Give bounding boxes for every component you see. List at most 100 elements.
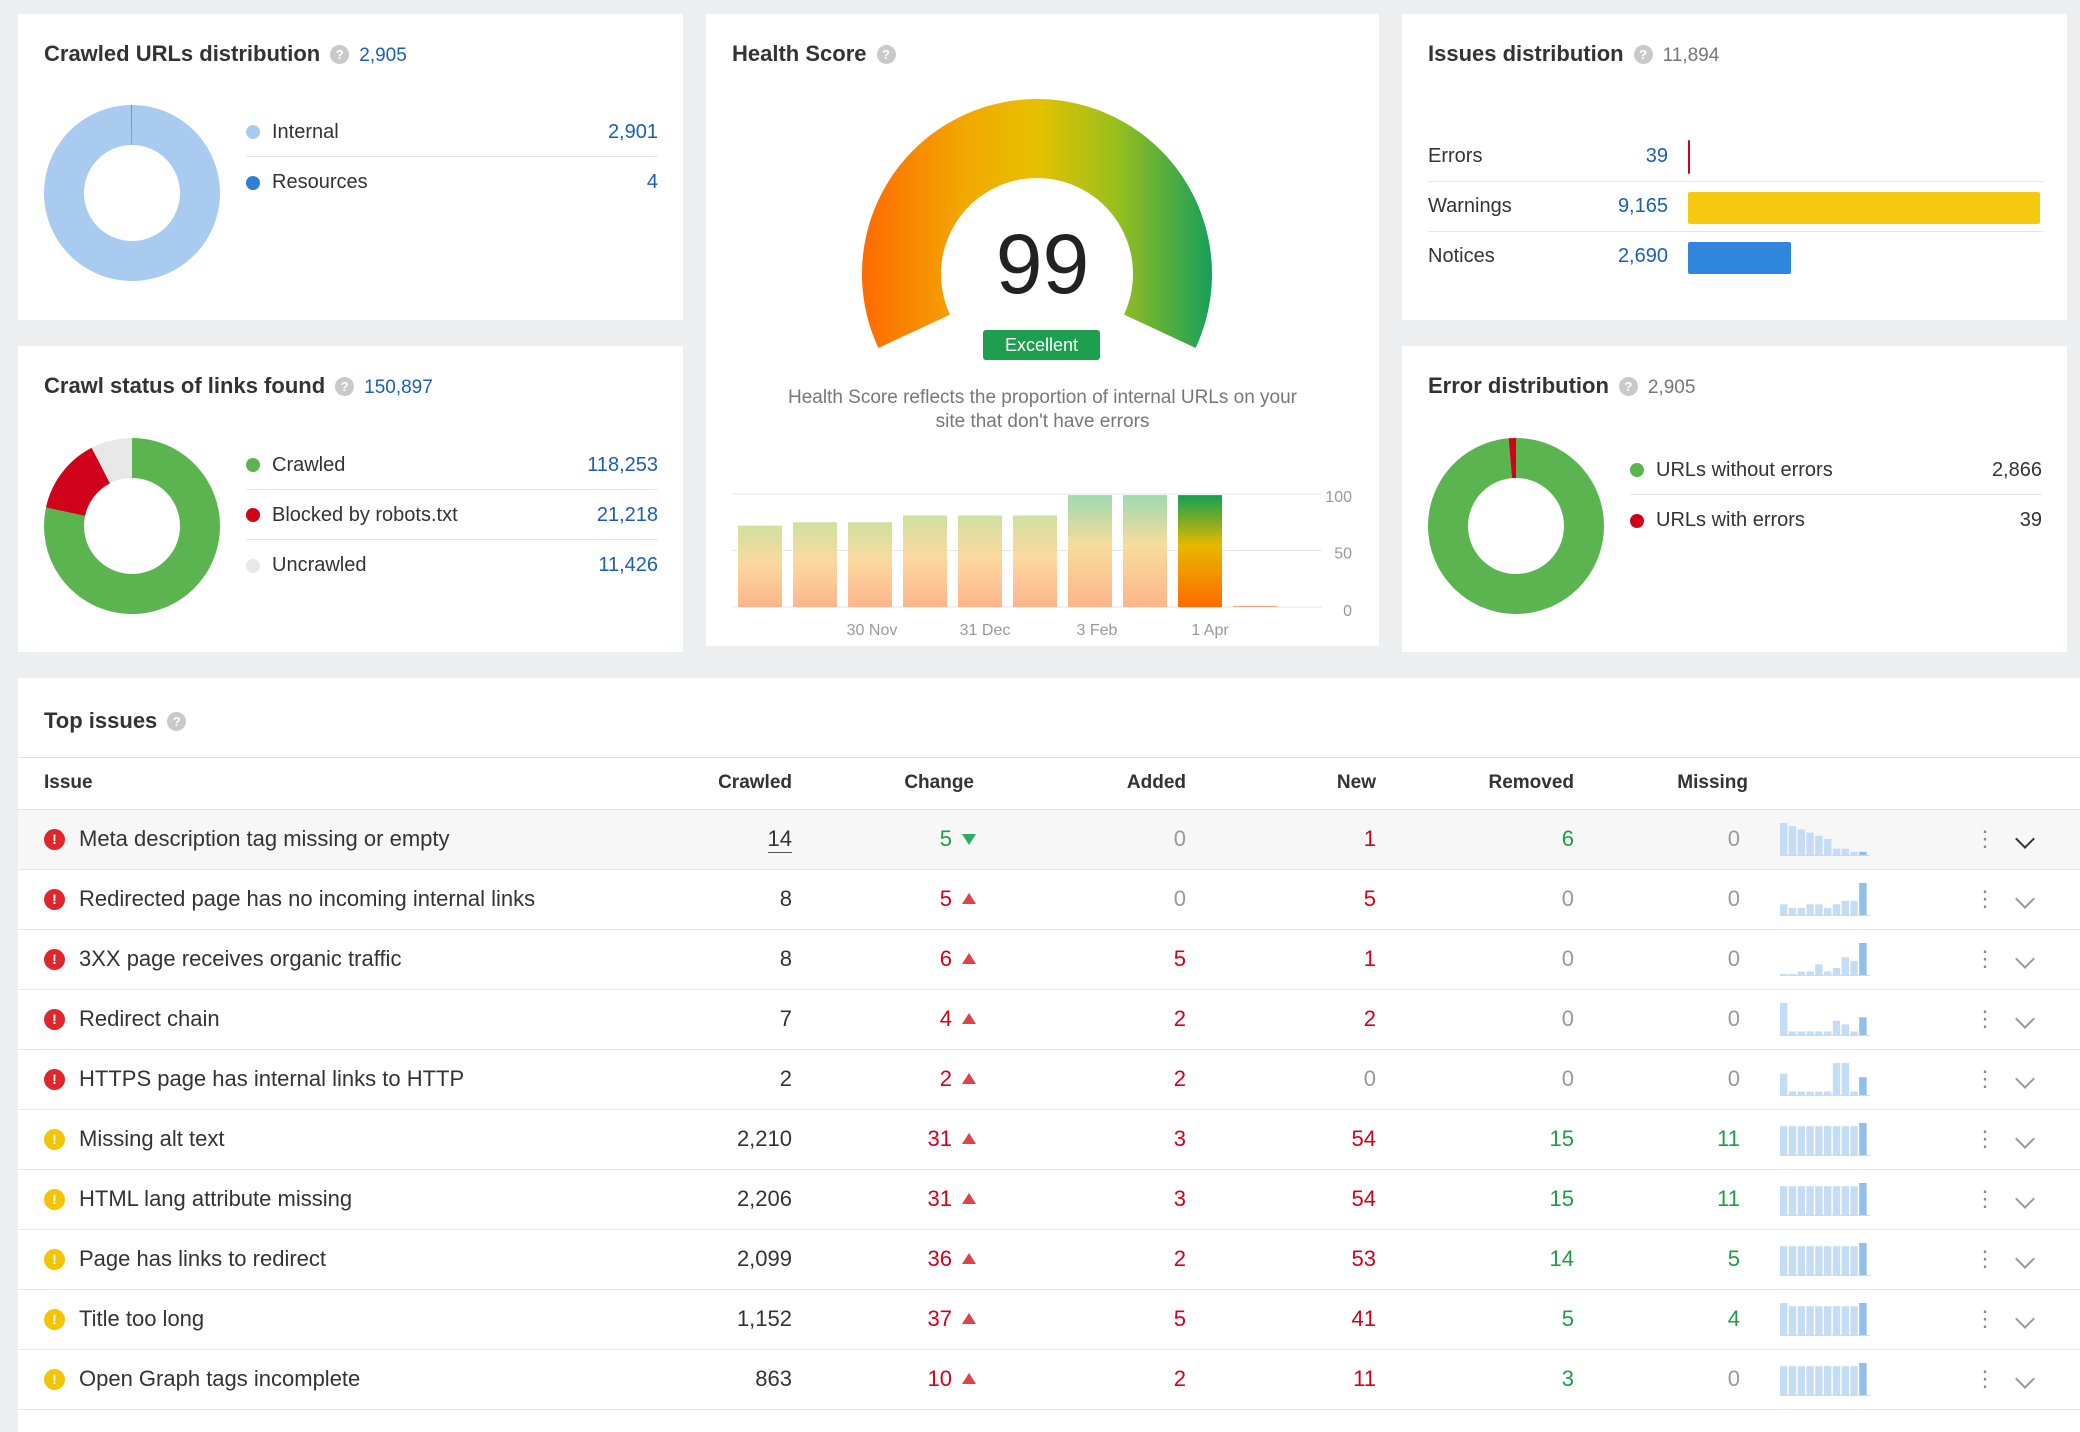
legend-row[interactable]: URLs with errors 39 bbox=[1630, 496, 2042, 545]
removed-cell[interactable]: 6 bbox=[1376, 809, 1574, 870]
new-cell[interactable]: 11 bbox=[1186, 1349, 1376, 1410]
issues-distribution-value[interactable]: 2,690 bbox=[1617, 245, 1668, 267]
removed-cell[interactable]: 0 bbox=[1376, 989, 1574, 1050]
added-cell[interactable]: 2 bbox=[988, 989, 1186, 1050]
table-row[interactable]: ! HTML lang attribute missing 2,206 31 3 54 15… bbox=[18, 1169, 2080, 1230]
new-cell[interactable]: 0 bbox=[1186, 1049, 1376, 1110]
missing-cell[interactable]: 5 bbox=[1574, 1229, 1768, 1290]
table-row[interactable]: ! HTTPS page has internal links to HTTP 2 2… bbox=[18, 1049, 2080, 1110]
missing-cell[interactable]: 0 bbox=[1574, 989, 1768, 1050]
error-dist-slice-1[interactable] bbox=[1508, 438, 1516, 479]
more-options-icon[interactable]: ⋮ bbox=[1974, 1246, 1996, 1271]
added-cell[interactable]: 5 bbox=[988, 1289, 1186, 1350]
legend-value[interactable]: 2,866 bbox=[1991, 458, 2042, 481]
removed-cell[interactable]: 5 bbox=[1376, 1289, 1574, 1350]
trend-sparkline[interactable] bbox=[1780, 1181, 1870, 1217]
col-added[interactable]: Added bbox=[988, 757, 1186, 810]
more-options-icon[interactable]: ⋮ bbox=[1974, 1126, 1996, 1151]
table-row[interactable]: ! Meta description tag missing or empty 14… bbox=[18, 809, 2080, 870]
legend-value[interactable]: 118,253 bbox=[587, 453, 658, 476]
health-history-bar[interactable] bbox=[1013, 515, 1057, 607]
more-options-icon[interactable]: ⋮ bbox=[1974, 1186, 1996, 1211]
col-change[interactable]: Change bbox=[792, 757, 988, 810]
col-crawled[interactable]: Crawled bbox=[618, 757, 792, 810]
issue-name[interactable]: Page has links to redirect bbox=[79, 1246, 327, 1271]
table-row[interactable]: ! Redirect chain 7 4 2 2 0 0 ⋮ bbox=[18, 989, 2080, 1050]
help-icon[interactable]: ? bbox=[335, 377, 355, 396]
crawled-urls-slice-0[interactable] bbox=[44, 105, 220, 281]
legend-value[interactable]: 4 bbox=[646, 171, 658, 193]
crawl-status-slice-2[interactable] bbox=[91, 438, 132, 484]
removed-cell[interactable]: 14 bbox=[1376, 1229, 1574, 1290]
issue-cell[interactable]: ! Missing alt text bbox=[18, 1109, 618, 1170]
chevron-down-icon[interactable] bbox=[2015, 1129, 2035, 1149]
chevron-down-icon[interactable] bbox=[2015, 1009, 2035, 1029]
issue-name[interactable]: Meta description tag missing or empty bbox=[79, 826, 450, 851]
help-icon[interactable]: ? bbox=[1633, 45, 1653, 64]
crawled-urls-total[interactable]: 2,905 bbox=[359, 45, 407, 66]
new-cell[interactable]: 54 bbox=[1186, 1169, 1376, 1230]
health-history-chart[interactable]: 100 50 0 30 Nov 31 Dec 3 Feb 1 Apr bbox=[732, 474, 1362, 644]
missing-cell[interactable]: 4 bbox=[1574, 1289, 1768, 1350]
more-options-icon[interactable]: ⋮ bbox=[1974, 1066, 1996, 1091]
health-history-bar[interactable] bbox=[903, 515, 947, 607]
change-value[interactable]: 5 bbox=[939, 826, 952, 851]
crawled-count[interactable]: 2,099 bbox=[736, 1246, 792, 1271]
missing-cell[interactable]: 0 bbox=[1574, 1349, 1768, 1410]
missing-cell[interactable]: 0 bbox=[1574, 929, 1768, 990]
legend-value[interactable]: 11,426 bbox=[598, 554, 658, 576]
missing-cell[interactable]: 0 bbox=[1574, 809, 1768, 870]
issue-cell[interactable]: ! Redirected page has no incoming interna… bbox=[18, 869, 618, 930]
health-history-bar[interactable] bbox=[848, 522, 892, 607]
help-icon[interactable]: ? bbox=[330, 45, 350, 64]
missing-cell[interactable]: 11 bbox=[1574, 1109, 1768, 1170]
issue-name[interactable]: HTTPS page has internal links to HTTP bbox=[79, 1066, 465, 1091]
issues-distribution-row[interactable]: Warnings 9,165 bbox=[1428, 182, 2043, 232]
col-missing[interactable]: Missing bbox=[1574, 757, 1768, 810]
trend-sparkline[interactable] bbox=[1780, 941, 1870, 977]
table-row[interactable]: ! Missing alt text 2,210 31 3 54 15 11 ⋮ bbox=[18, 1109, 2080, 1170]
legend-row[interactable]: Uncrawled 11,426 bbox=[246, 541, 658, 590]
table-row[interactable]: ! Redirected page has no incoming interna… bbox=[18, 869, 2080, 930]
change-value[interactable]: 6 bbox=[939, 946, 952, 971]
trend-sparkline[interactable] bbox=[1780, 821, 1870, 857]
change-value[interactable]: 2 bbox=[939, 1066, 952, 1091]
legend-row[interactable]: Crawled 118,253 bbox=[246, 441, 658, 490]
removed-cell[interactable]: 0 bbox=[1376, 1049, 1574, 1110]
removed-cell[interactable]: 0 bbox=[1376, 929, 1574, 990]
added-cell[interactable]: 3 bbox=[988, 1169, 1186, 1230]
crawl-status-slice-1[interactable] bbox=[45, 447, 111, 516]
chevron-down-icon[interactable] bbox=[2015, 829, 2035, 849]
missing-cell[interactable]: 0 bbox=[1574, 869, 1768, 930]
removed-cell[interactable]: 3 bbox=[1376, 1349, 1574, 1410]
removed-cell[interactable]: 0 bbox=[1376, 869, 1574, 930]
legend-value[interactable]: 39 bbox=[2019, 509, 2042, 531]
issue-cell[interactable]: ! Open Graph tags incomplete bbox=[18, 1349, 618, 1410]
crawled-count[interactable]: 1,152 bbox=[736, 1306, 792, 1331]
new-cell[interactable]: 1 bbox=[1186, 809, 1376, 870]
added-cell[interactable]: 0 bbox=[988, 809, 1186, 870]
crawl-status-total[interactable]: 150,897 bbox=[364, 377, 433, 398]
new-cell[interactable]: 5 bbox=[1186, 869, 1376, 930]
change-value[interactable]: 5 bbox=[939, 886, 952, 911]
legend-value[interactable]: 2,901 bbox=[607, 120, 658, 143]
issues-distribution-bar[interactable] bbox=[1688, 242, 1791, 274]
col-new[interactable]: New bbox=[1186, 757, 1376, 810]
issue-name[interactable]: 3XX page receives organic traffic bbox=[79, 946, 402, 971]
trend-sparkline[interactable] bbox=[1780, 1241, 1870, 1277]
issue-cell[interactable]: ! Page has links to redirect bbox=[18, 1229, 618, 1290]
legend-value[interactable]: 21,218 bbox=[596, 503, 658, 526]
issue-name[interactable]: HTML lang attribute missing bbox=[79, 1186, 353, 1211]
chevron-down-icon[interactable] bbox=[2015, 1189, 2035, 1209]
issue-name[interactable]: Redirected page has no incoming internal… bbox=[79, 886, 536, 911]
health-history-bar[interactable] bbox=[958, 515, 1002, 607]
health-history-bar[interactable] bbox=[1068, 495, 1112, 607]
change-value[interactable]: 37 bbox=[927, 1306, 952, 1331]
change-value[interactable]: 10 bbox=[927, 1366, 952, 1391]
removed-cell[interactable]: 15 bbox=[1376, 1109, 1574, 1170]
added-cell[interactable]: 2 bbox=[988, 1049, 1186, 1110]
chevron-down-icon[interactable] bbox=[2015, 1309, 2035, 1329]
table-row[interactable]: ! 3XX page receives organic traffic 8 6 5 1 0 0… bbox=[18, 929, 2080, 990]
health-history-bar[interactable] bbox=[1233, 605, 1277, 607]
health-history-bar[interactable] bbox=[1178, 495, 1222, 607]
